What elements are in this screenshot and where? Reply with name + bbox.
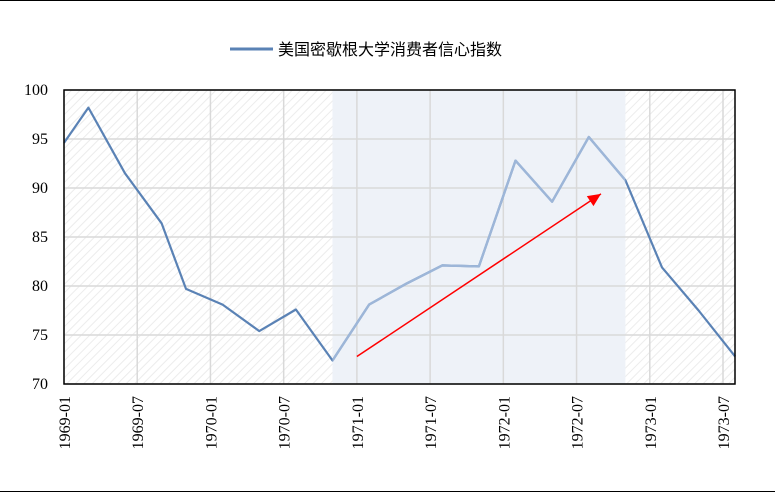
y-tick-label: 75 bbox=[32, 327, 48, 344]
trend-arrow bbox=[356, 193, 602, 358]
y-tick-label: 100 bbox=[24, 82, 48, 99]
series-layer bbox=[63, 106, 737, 362]
legend: 美国密歇根大学消费者信心指数 bbox=[230, 41, 502, 59]
x-tick-label: 1973-07 bbox=[716, 396, 733, 449]
y-tick-label: 70 bbox=[32, 376, 48, 393]
frame-top-border bbox=[0, 0, 775, 1]
x-tick-label: 1970-07 bbox=[277, 396, 294, 449]
x-axis-ticks: 1969-01 1969-07 1970-01 1970-07 1971-01 1971-… bbox=[57, 396, 733, 449]
x-tick-label: 1972-01 bbox=[496, 396, 513, 449]
legend-label: 美国密歇根大学消费者信心指数 bbox=[278, 41, 502, 59]
plot-frame bbox=[63, 89, 736, 385]
x-tick-label: 1970-01 bbox=[203, 396, 220, 449]
x-tick-label: 1973-01 bbox=[643, 396, 660, 449]
arrow-shaft bbox=[356, 193, 602, 358]
frame-bottom-border bbox=[0, 491, 775, 492]
x-tick-label: 1972-07 bbox=[570, 396, 587, 449]
y-tick-label: 90 bbox=[32, 180, 48, 197]
x-tick-label: 1969-07 bbox=[130, 396, 147, 449]
x-tick-label: 1971-07 bbox=[423, 396, 440, 449]
y-tick-label: 85 bbox=[32, 229, 48, 246]
y-axis-ticks: 70 75 80 85 90 95 100 bbox=[24, 82, 48, 393]
y-tick-label: 95 bbox=[32, 131, 48, 148]
plot-border bbox=[63, 89, 736, 385]
series-line-highlight bbox=[332, 135, 626, 362]
arrow-head bbox=[586, 193, 601, 207]
y-tick-label: 80 bbox=[32, 278, 48, 295]
x-tick-label: 1969-01 bbox=[57, 396, 74, 449]
x-tick-label: 1971-01 bbox=[350, 396, 367, 449]
